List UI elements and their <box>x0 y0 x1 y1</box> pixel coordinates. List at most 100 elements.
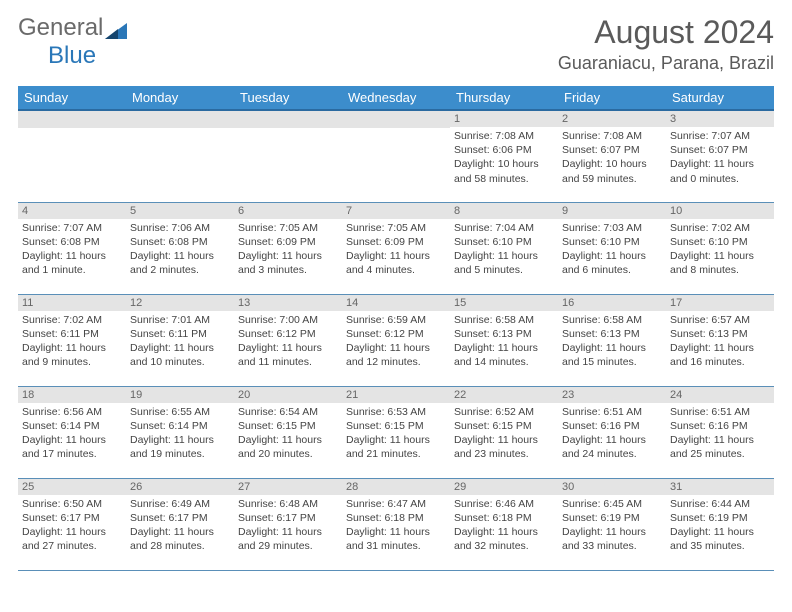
calendar-day-cell: 29Sunrise: 6:46 AMSunset: 6:18 PMDayligh… <box>450 478 558 570</box>
day-details: Sunrise: 7:01 AMSunset: 6:11 PMDaylight:… <box>126 311 234 372</box>
day-daylight1: Daylight: 11 hours <box>130 341 230 355</box>
day-sunset: Sunset: 6:09 PM <box>238 235 338 249</box>
day-daylight1: Daylight: 11 hours <box>346 525 446 539</box>
day-sunset: Sunset: 6:12 PM <box>238 327 338 341</box>
day-number: 8 <box>450 203 558 219</box>
day-daylight2: and 17 minutes. <box>22 447 122 461</box>
day-of-week-header: Saturday <box>666 86 774 110</box>
calendar-day-cell: 27Sunrise: 6:48 AMSunset: 6:17 PMDayligh… <box>234 478 342 570</box>
day-sunset: Sunset: 6:11 PM <box>130 327 230 341</box>
day-daylight2: and 31 minutes. <box>346 539 446 553</box>
day-daylight2: and 3 minutes. <box>238 263 338 277</box>
day-details: Sunrise: 6:51 AMSunset: 6:16 PMDaylight:… <box>558 403 666 464</box>
day-sunrise: Sunrise: 7:05 AM <box>346 221 446 235</box>
day-sunrise: Sunrise: 6:54 AM <box>238 405 338 419</box>
day-sunset: Sunset: 6:18 PM <box>454 511 554 525</box>
day-sunset: Sunset: 6:16 PM <box>670 419 770 433</box>
day-daylight2: and 20 minutes. <box>238 447 338 461</box>
logo-triangle-icon <box>105 20 127 42</box>
day-daylight1: Daylight: 11 hours <box>670 433 770 447</box>
day-daylight1: Daylight: 11 hours <box>454 525 554 539</box>
day-number: 19 <box>126 387 234 403</box>
calendar-day-cell: 19Sunrise: 6:55 AMSunset: 6:14 PMDayligh… <box>126 386 234 478</box>
day-sunrise: Sunrise: 6:48 AM <box>238 497 338 511</box>
day-daylight1: Daylight: 11 hours <box>670 341 770 355</box>
day-sunset: Sunset: 6:12 PM <box>346 327 446 341</box>
calendar-day-cell: 14Sunrise: 6:59 AMSunset: 6:12 PMDayligh… <box>342 294 450 386</box>
day-number: 9 <box>558 203 666 219</box>
day-sunset: Sunset: 6:07 PM <box>670 143 770 157</box>
day-daylight1: Daylight: 11 hours <box>562 433 662 447</box>
day-sunset: Sunset: 6:11 PM <box>22 327 122 341</box>
day-of-week-header: Wednesday <box>342 86 450 110</box>
day-details: Sunrise: 7:08 AMSunset: 6:07 PMDaylight:… <box>558 127 666 188</box>
day-daylight2: and 24 minutes. <box>562 447 662 461</box>
day-details: Sunrise: 6:55 AMSunset: 6:14 PMDaylight:… <box>126 403 234 464</box>
day-daylight1: Daylight: 11 hours <box>22 525 122 539</box>
day-number: 3 <box>666 111 774 127</box>
day-sunset: Sunset: 6:08 PM <box>130 235 230 249</box>
day-number: 22 <box>450 387 558 403</box>
day-sunset: Sunset: 6:07 PM <box>562 143 662 157</box>
day-daylight1: Daylight: 11 hours <box>346 249 446 263</box>
day-number: 12 <box>126 295 234 311</box>
day-sunrise: Sunrise: 7:00 AM <box>238 313 338 327</box>
day-number: 16 <box>558 295 666 311</box>
day-sunset: Sunset: 6:17 PM <box>238 511 338 525</box>
day-number: 23 <box>558 387 666 403</box>
day-sunrise: Sunrise: 6:56 AM <box>22 405 122 419</box>
day-details: Sunrise: 7:08 AMSunset: 6:06 PMDaylight:… <box>450 127 558 188</box>
day-details: Sunrise: 6:59 AMSunset: 6:12 PMDaylight:… <box>342 311 450 372</box>
day-details: Sunrise: 7:06 AMSunset: 6:08 PMDaylight:… <box>126 219 234 280</box>
day-sunset: Sunset: 6:19 PM <box>670 511 770 525</box>
day-number: 21 <box>342 387 450 403</box>
day-sunrise: Sunrise: 6:57 AM <box>670 313 770 327</box>
day-sunrise: Sunrise: 7:07 AM <box>22 221 122 235</box>
day-daylight1: Daylight: 11 hours <box>562 525 662 539</box>
calendar-day-cell: 10Sunrise: 7:02 AMSunset: 6:10 PMDayligh… <box>666 202 774 294</box>
day-sunset: Sunset: 6:06 PM <box>454 143 554 157</box>
day-details: Sunrise: 7:03 AMSunset: 6:10 PMDaylight:… <box>558 219 666 280</box>
day-details: Sunrise: 7:04 AMSunset: 6:10 PMDaylight:… <box>450 219 558 280</box>
day-number: 1 <box>450 111 558 127</box>
day-of-week-header: Sunday <box>18 86 126 110</box>
day-sunset: Sunset: 6:18 PM <box>346 511 446 525</box>
day-sunset: Sunset: 6:10 PM <box>670 235 770 249</box>
day-sunset: Sunset: 6:14 PM <box>22 419 122 433</box>
day-details: Sunrise: 7:00 AMSunset: 6:12 PMDaylight:… <box>234 311 342 372</box>
day-details: Sunrise: 7:07 AMSunset: 6:07 PMDaylight:… <box>666 127 774 188</box>
day-daylight2: and 58 minutes. <box>454 172 554 186</box>
day-daylight1: Daylight: 11 hours <box>130 525 230 539</box>
day-daylight2: and 29 minutes. <box>238 539 338 553</box>
day-daylight1: Daylight: 11 hours <box>670 249 770 263</box>
day-daylight1: Daylight: 10 hours <box>562 157 662 171</box>
location-label: Guaraniacu, Parana, Brazil <box>558 53 774 74</box>
day-number-bar <box>342 111 450 128</box>
day-sunrise: Sunrise: 6:45 AM <box>562 497 662 511</box>
calendar-day-cell: 5Sunrise: 7:06 AMSunset: 6:08 PMDaylight… <box>126 202 234 294</box>
day-details: Sunrise: 6:57 AMSunset: 6:13 PMDaylight:… <box>666 311 774 372</box>
calendar-day-cell: 21Sunrise: 6:53 AMSunset: 6:15 PMDayligh… <box>342 386 450 478</box>
day-number: 20 <box>234 387 342 403</box>
day-number: 14 <box>342 295 450 311</box>
day-details: Sunrise: 6:53 AMSunset: 6:15 PMDaylight:… <box>342 403 450 464</box>
day-daylight2: and 21 minutes. <box>346 447 446 461</box>
day-daylight2: and 14 minutes. <box>454 355 554 369</box>
day-sunrise: Sunrise: 6:58 AM <box>454 313 554 327</box>
day-details: Sunrise: 7:05 AMSunset: 6:09 PMDaylight:… <box>342 219 450 280</box>
calendar-day-cell: 22Sunrise: 6:52 AMSunset: 6:15 PMDayligh… <box>450 386 558 478</box>
day-sunrise: Sunrise: 7:08 AM <box>454 129 554 143</box>
day-sunset: Sunset: 6:19 PM <box>562 511 662 525</box>
day-details: Sunrise: 6:49 AMSunset: 6:17 PMDaylight:… <box>126 495 234 556</box>
calendar-day-cell <box>18 110 126 202</box>
day-number: 31 <box>666 479 774 495</box>
day-daylight1: Daylight: 11 hours <box>130 249 230 263</box>
calendar-week-row: 4Sunrise: 7:07 AMSunset: 6:08 PMDaylight… <box>18 202 774 294</box>
day-details: Sunrise: 6:47 AMSunset: 6:18 PMDaylight:… <box>342 495 450 556</box>
day-daylight1: Daylight: 10 hours <box>454 157 554 171</box>
day-sunset: Sunset: 6:13 PM <box>670 327 770 341</box>
day-details: Sunrise: 7:05 AMSunset: 6:09 PMDaylight:… <box>234 219 342 280</box>
calendar-week-row: 1Sunrise: 7:08 AMSunset: 6:06 PMDaylight… <box>18 110 774 202</box>
day-details: Sunrise: 6:48 AMSunset: 6:17 PMDaylight:… <box>234 495 342 556</box>
day-number: 26 <box>126 479 234 495</box>
